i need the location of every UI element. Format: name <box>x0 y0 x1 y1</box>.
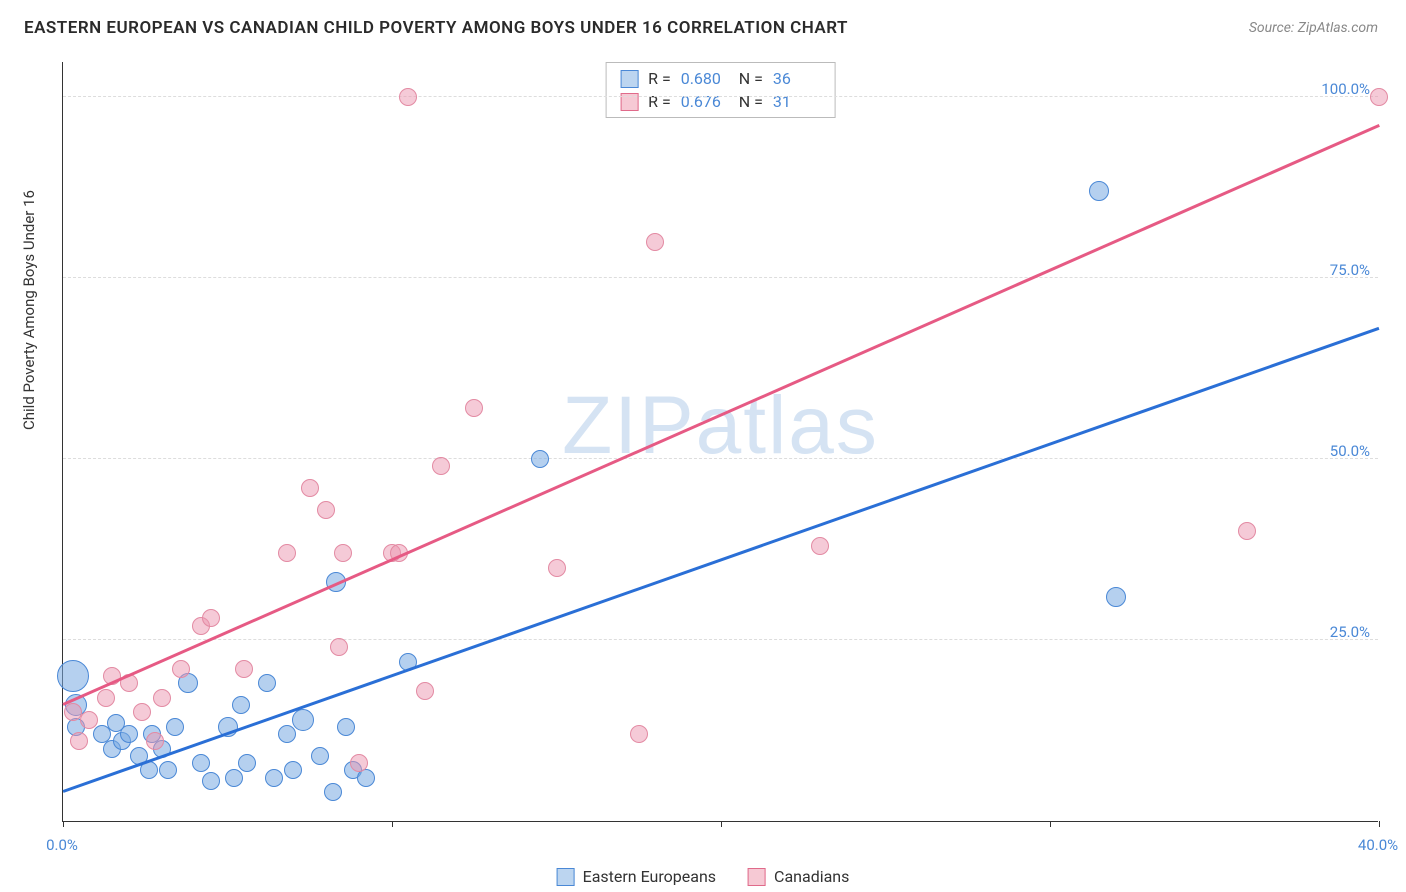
data-point <box>311 747 329 765</box>
source-citation: Source: ZipAtlas.com <box>1249 20 1378 36</box>
data-point <box>265 769 283 787</box>
r-value-2: 0.676 <box>681 92 729 111</box>
n-label-1: N = <box>739 69 763 88</box>
data-point <box>399 88 417 106</box>
source-value: ZipAtlas.com <box>1298 20 1378 36</box>
gridline <box>63 639 1378 640</box>
trend-line <box>62 124 1379 705</box>
data-point <box>153 689 171 707</box>
legend-row-series1: R = 0.680 N = 36 <box>620 67 821 90</box>
x-tick <box>63 821 64 827</box>
data-point <box>337 718 355 736</box>
data-point <box>531 450 549 468</box>
data-point <box>811 537 829 555</box>
data-point <box>284 761 302 779</box>
series2-name: Canadians <box>774 867 849 886</box>
r-label-2: R = <box>648 92 671 111</box>
x-tick <box>721 821 722 827</box>
swatch-series2-bottom <box>748 868 766 886</box>
swatch-series2 <box>620 93 638 111</box>
y-tick-label: 75.0% <box>1330 261 1370 279</box>
data-point <box>324 783 342 801</box>
y-tick-label: 25.0% <box>1330 623 1370 641</box>
data-point <box>202 609 220 627</box>
series-legend: Eastern Europeans Canadians <box>557 867 850 886</box>
data-point <box>238 754 256 772</box>
data-point <box>1238 522 1256 540</box>
x-tick <box>1050 821 1051 827</box>
data-point <box>64 703 82 721</box>
data-point <box>330 638 348 656</box>
legend-item-series2: Canadians <box>748 867 849 886</box>
data-point <box>232 696 250 714</box>
data-point <box>317 501 335 519</box>
source-label: Source: <box>1249 20 1294 36</box>
data-point <box>630 725 648 743</box>
gridline <box>63 96 1378 97</box>
y-axis-label: Child Poverty Among Boys Under 16 <box>20 190 38 430</box>
data-point <box>278 544 296 562</box>
gridline <box>63 458 1378 459</box>
data-point <box>97 689 115 707</box>
data-point <box>548 559 566 577</box>
trend-line <box>63 326 1380 792</box>
y-tick-label: 50.0% <box>1330 442 1370 460</box>
data-point <box>334 544 352 562</box>
data-point <box>301 479 319 497</box>
data-point <box>432 457 450 475</box>
data-point <box>235 660 253 678</box>
swatch-series1-bottom <box>557 868 575 886</box>
data-point <box>258 674 276 692</box>
data-point <box>70 732 88 750</box>
x-tick <box>1379 821 1380 827</box>
data-point <box>146 732 164 750</box>
chart-header: EASTERN EUROPEAN VS CANADIAN CHILD POVER… <box>0 0 1406 46</box>
n-value-2: 31 <box>773 92 821 111</box>
data-point <box>465 399 483 417</box>
data-point <box>172 660 190 678</box>
data-point <box>278 725 296 743</box>
swatch-series1 <box>620 70 638 88</box>
data-point <box>133 703 151 721</box>
n-label-2: N = <box>739 92 763 111</box>
x-tick-label: 40.0% <box>1358 836 1398 854</box>
n-value-1: 36 <box>773 69 821 88</box>
data-point <box>1370 88 1388 106</box>
data-point <box>1089 181 1109 201</box>
x-tick <box>392 821 393 827</box>
legend-item-series1: Eastern Europeans <box>557 867 716 886</box>
data-point <box>1106 587 1126 607</box>
data-point <box>192 754 210 772</box>
scatter-chart: ZIPatlas R = 0.680 N = 36 R = 0.676 N = … <box>62 62 1378 822</box>
data-point <box>292 709 314 731</box>
data-point <box>80 711 98 729</box>
x-tick-label: 0.0% <box>46 836 78 854</box>
data-point <box>646 233 664 251</box>
data-point <box>166 718 184 736</box>
data-point <box>202 772 220 790</box>
data-point <box>225 769 243 787</box>
r-value-1: 0.680 <box>681 69 729 88</box>
data-point <box>416 682 434 700</box>
data-point <box>159 761 177 779</box>
series1-name: Eastern Europeans <box>583 867 716 886</box>
data-point <box>57 660 89 692</box>
data-point <box>350 754 368 772</box>
gridline <box>63 277 1378 278</box>
y-tick-label: 100.0% <box>1321 80 1370 98</box>
data-point <box>120 725 138 743</box>
chart-title: EASTERN EUROPEAN VS CANADIAN CHILD POVER… <box>24 18 848 38</box>
watermark: ZIPatlas <box>562 379 879 473</box>
r-label-1: R = <box>648 69 671 88</box>
correlation-legend: R = 0.680 N = 36 R = 0.676 N = 31 <box>605 62 836 118</box>
legend-row-series2: R = 0.676 N = 31 <box>620 90 821 113</box>
